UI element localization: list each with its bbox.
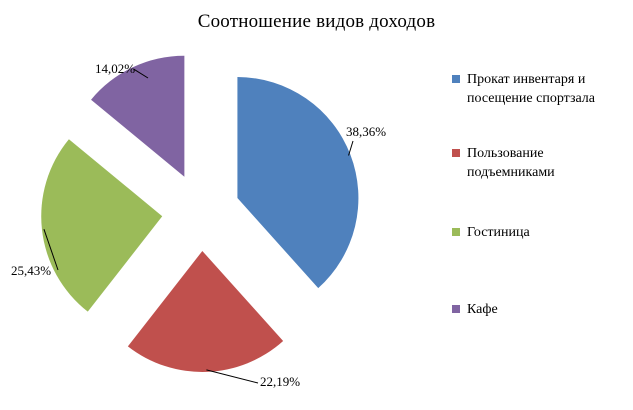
- pie-slice-hotel: [41, 139, 163, 312]
- legend-label-rental: Прокат инвентаря и посещение спортзала: [467, 72, 596, 106]
- legend-swatch-rental: [452, 75, 460, 83]
- data-label-hotel: 25,43%: [11, 263, 51, 278]
- leader-line-hotel: [43, 229, 59, 271]
- pie-slice-rental: [237, 77, 359, 289]
- legend-swatch-lifts: [452, 149, 460, 157]
- legend-label-hotel: Гостиница: [467, 225, 530, 240]
- data-label-lifts: 22,19%: [260, 374, 300, 389]
- data-label-rental: 38,36%: [346, 124, 386, 139]
- legend-item-hotel: Гостиница: [452, 223, 628, 242]
- legend-item-cafe: Кафе: [452, 300, 628, 319]
- legend: Прокат инвентаря и посещение спортзала П…: [452, 70, 628, 319]
- pie-slice-lifts: [127, 250, 284, 372]
- leader-line-rental: [348, 140, 354, 156]
- legend-label-lifts: Пользование подъемниками: [467, 146, 555, 180]
- chart-title: Соотношение видов доходов: [197, 11, 436, 32]
- pie-slice-cafe: [91, 55, 185, 177]
- leader-line-cafe: [133, 68, 149, 79]
- legend-label-cafe: Кафе: [467, 302, 498, 317]
- leader-line-lifts: [206, 369, 259, 384]
- legend-item-lifts: Пользование подъемниками: [452, 144, 628, 182]
- legend-item-rental: Прокат инвентаря и посещение спортзала: [452, 70, 628, 108]
- data-label-cafe: 14,02%: [95, 61, 135, 76]
- legend-swatch-hotel: [452, 228, 460, 236]
- legend-swatch-cafe: [452, 305, 460, 313]
